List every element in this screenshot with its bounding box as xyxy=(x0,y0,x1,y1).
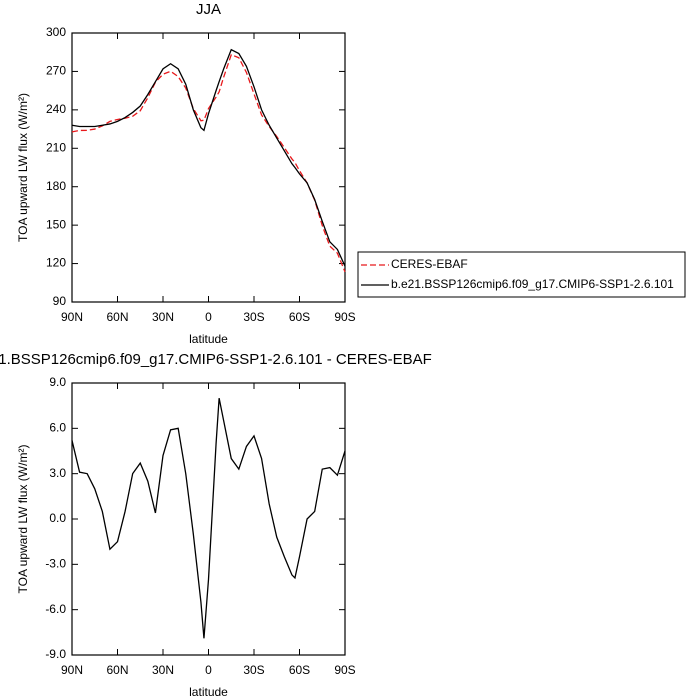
x-tick-label: 60S xyxy=(289,663,310,677)
legend-box xyxy=(357,251,686,298)
y-tick-label: -3.0 xyxy=(45,557,66,571)
plot-frame xyxy=(71,382,346,656)
y-tick-label: 300 xyxy=(46,25,66,39)
y-tick-label: 240 xyxy=(46,102,66,116)
data-line xyxy=(71,397,346,639)
x-tick-label: 0 xyxy=(205,310,212,324)
x-tick-label: 60N xyxy=(106,310,128,324)
x-axis-label: latitude xyxy=(189,685,228,699)
legend-label: CERES-EBAF xyxy=(391,257,468,271)
x-tick-label: 30S xyxy=(243,663,264,677)
y-tick-label: -6.0 xyxy=(45,602,66,616)
y-tick-label: 150 xyxy=(46,217,66,231)
y-tick-label: 6.0 xyxy=(49,421,66,435)
x-tick-label: 30N xyxy=(152,310,174,324)
y-tick-label: 90 xyxy=(53,294,67,308)
chart-title: JJA xyxy=(196,1,221,18)
x-tick-label: 60N xyxy=(106,663,128,677)
data-line xyxy=(71,48,346,267)
chart-title: 1.BSSP126cmip6.f09_g17.CMIP6-SSP1-2.6.10… xyxy=(0,351,432,368)
data-line xyxy=(71,53,346,273)
x-axis-label: latitude xyxy=(189,332,228,346)
x-tick-label: 90S xyxy=(334,663,355,677)
y-tick-label: 9.0 xyxy=(49,375,66,389)
x-tick-label: 90S xyxy=(334,310,355,324)
x-tick-label: 60S xyxy=(289,310,310,324)
x-tick-label: 90N xyxy=(61,663,83,677)
plot-frame xyxy=(71,32,346,303)
x-tick-label: 0 xyxy=(205,663,212,677)
y-axis-label: TOA upward LW flux (W/m²) xyxy=(16,93,30,242)
y-tick-label: 120 xyxy=(46,256,66,270)
x-tick-label: 30N xyxy=(152,663,174,677)
y-tick-label: 270 xyxy=(46,64,66,78)
y-tick-label: -9.0 xyxy=(45,647,66,661)
y-axis-label: TOA upward LW flux (W/m²) xyxy=(16,445,30,594)
x-tick-label: 30S xyxy=(243,310,264,324)
y-tick-label: 0.0 xyxy=(49,511,66,525)
legend-label: b.e21.BSSP126cmip6.f09_g17.CMIP6-SSP1-2.… xyxy=(391,277,674,291)
y-tick-label: 210 xyxy=(46,140,66,154)
y-tick-label: 180 xyxy=(46,179,66,193)
y-tick-label: 3.0 xyxy=(49,466,66,480)
x-tick-label: 90N xyxy=(61,310,83,324)
